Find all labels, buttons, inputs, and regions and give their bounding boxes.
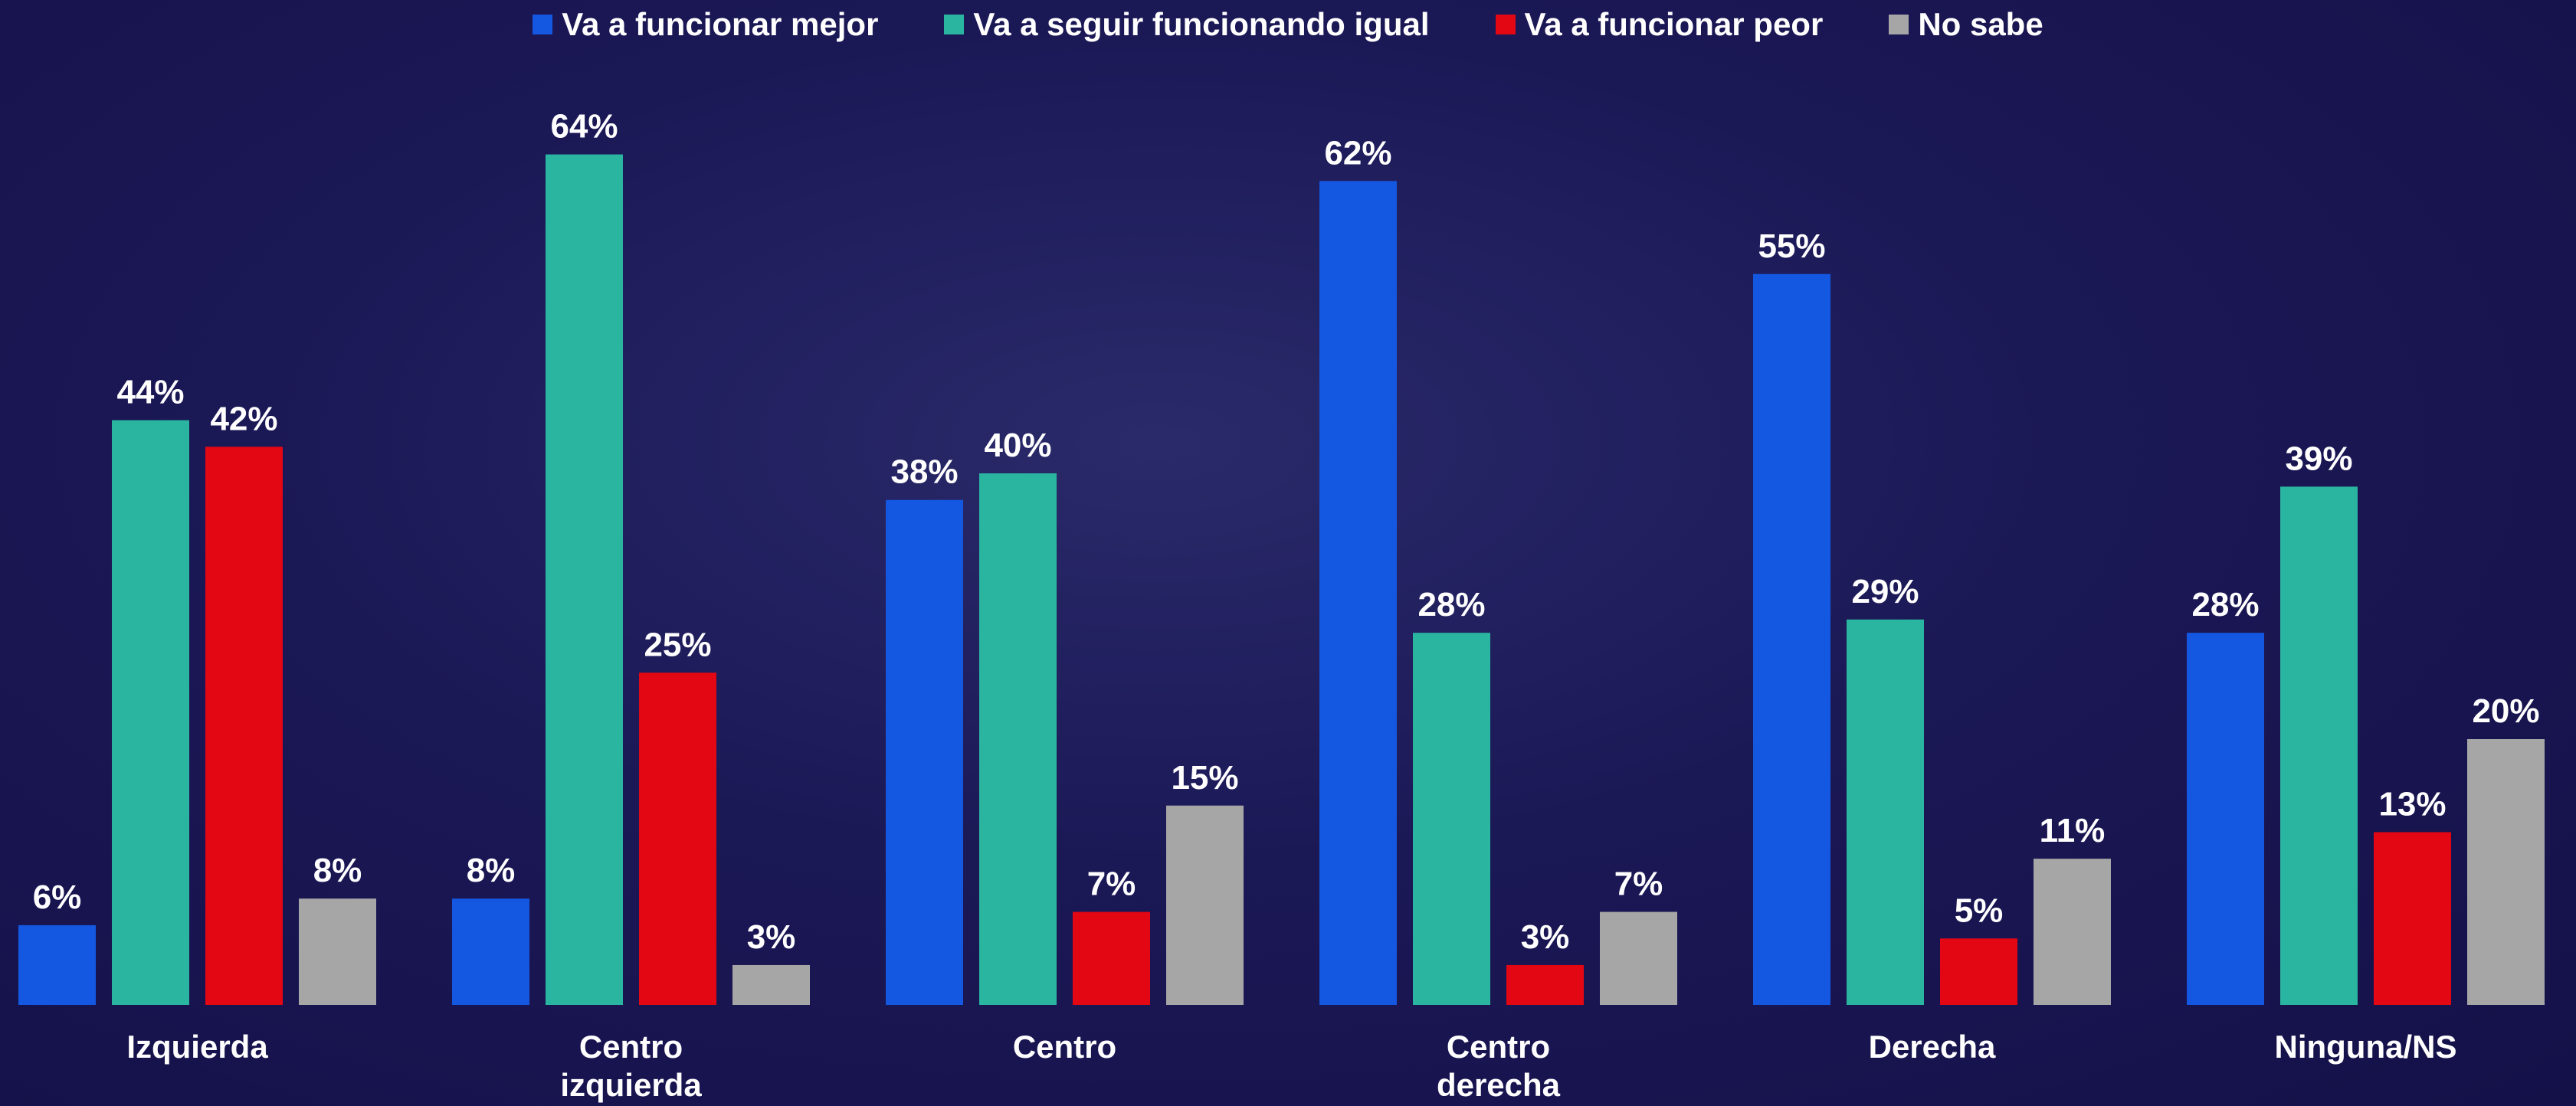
x-tick-label: Centro izquierda [560, 1029, 702, 1103]
data-label: 62% [1324, 134, 1391, 172]
x-tick-label: Ninguna/NS [2274, 1029, 2457, 1065]
data-label: 39% [2285, 440, 2352, 477]
bar [2187, 633, 2264, 1005]
bar [299, 898, 376, 1005]
data-label: 64% [550, 108, 618, 146]
bar [1940, 938, 2017, 1005]
data-label: 7% [1614, 865, 1663, 903]
bar [886, 499, 963, 1005]
x-tick-label: Centro [1012, 1029, 1117, 1065]
bar [979, 473, 1057, 1005]
legend-item: Va a seguir funcionando igual [944, 6, 1430, 43]
data-label: 28% [1417, 586, 1485, 623]
data-label: 8% [467, 852, 516, 889]
data-label: 42% [210, 400, 277, 437]
legend-label: No sabe [1918, 6, 2043, 42]
legend-label: Va a funcionar mejor [562, 6, 879, 42]
legend-label: Va a funcionar peor [1524, 6, 1824, 42]
bar [2034, 859, 2111, 1005]
legend-label: Va a seguir funcionando igual [973, 6, 1430, 42]
data-label: 29% [1851, 573, 1919, 610]
bar [1847, 619, 1924, 1005]
bar [1753, 273, 1830, 1005]
data-label: 13% [2378, 785, 2446, 823]
data-label: 3% [747, 918, 796, 956]
legend-item: Va a funcionar mejor [533, 6, 878, 43]
legend-item: No sabe [1889, 6, 2043, 43]
legend: Va a funcionar mejor Va a seguir funciona… [0, 6, 2576, 43]
bar [1506, 964, 1584, 1005]
x-tick-label: Izquierda [126, 1029, 268, 1065]
x-tick-label: Centro derecha [1436, 1029, 1561, 1103]
bar [2374, 832, 2451, 1005]
data-label: 28% [2191, 586, 2259, 623]
data-label: 20% [2472, 692, 2539, 730]
bar [112, 420, 189, 1005]
bar [205, 447, 283, 1005]
legend-swatch [944, 15, 965, 34]
data-label: 6% [33, 879, 82, 916]
data-label: 7% [1087, 865, 1136, 903]
data-label: 25% [644, 626, 711, 663]
legend-item: Va a funcionar peor [1495, 6, 1824, 43]
bar [452, 898, 529, 1005]
bar [1413, 633, 1490, 1005]
bar [546, 154, 623, 1006]
bar [732, 964, 810, 1005]
legend-swatch [533, 15, 553, 34]
data-label: 3% [1521, 918, 1570, 956]
data-label: 8% [313, 852, 362, 889]
x-tick-label: Derecha [1868, 1029, 1996, 1065]
data-label: 40% [984, 427, 1051, 464]
bar [18, 924, 96, 1005]
legend-swatch [1889, 15, 1909, 34]
bar [2467, 739, 2545, 1005]
bar [1600, 911, 1677, 1005]
data-label: 11% [2040, 812, 2106, 849]
bar [1319, 181, 1397, 1005]
data-label: 44% [116, 374, 184, 411]
bar [1166, 805, 1244, 1005]
data-label: 55% [1758, 227, 1825, 265]
legend-swatch [1495, 15, 1516, 34]
data-label: 5% [1955, 892, 2004, 929]
bar [1073, 911, 1150, 1005]
data-label: 15% [1171, 759, 1238, 797]
bar [2280, 486, 2358, 1005]
bar [639, 672, 716, 1005]
data-label: 38% [890, 453, 958, 491]
